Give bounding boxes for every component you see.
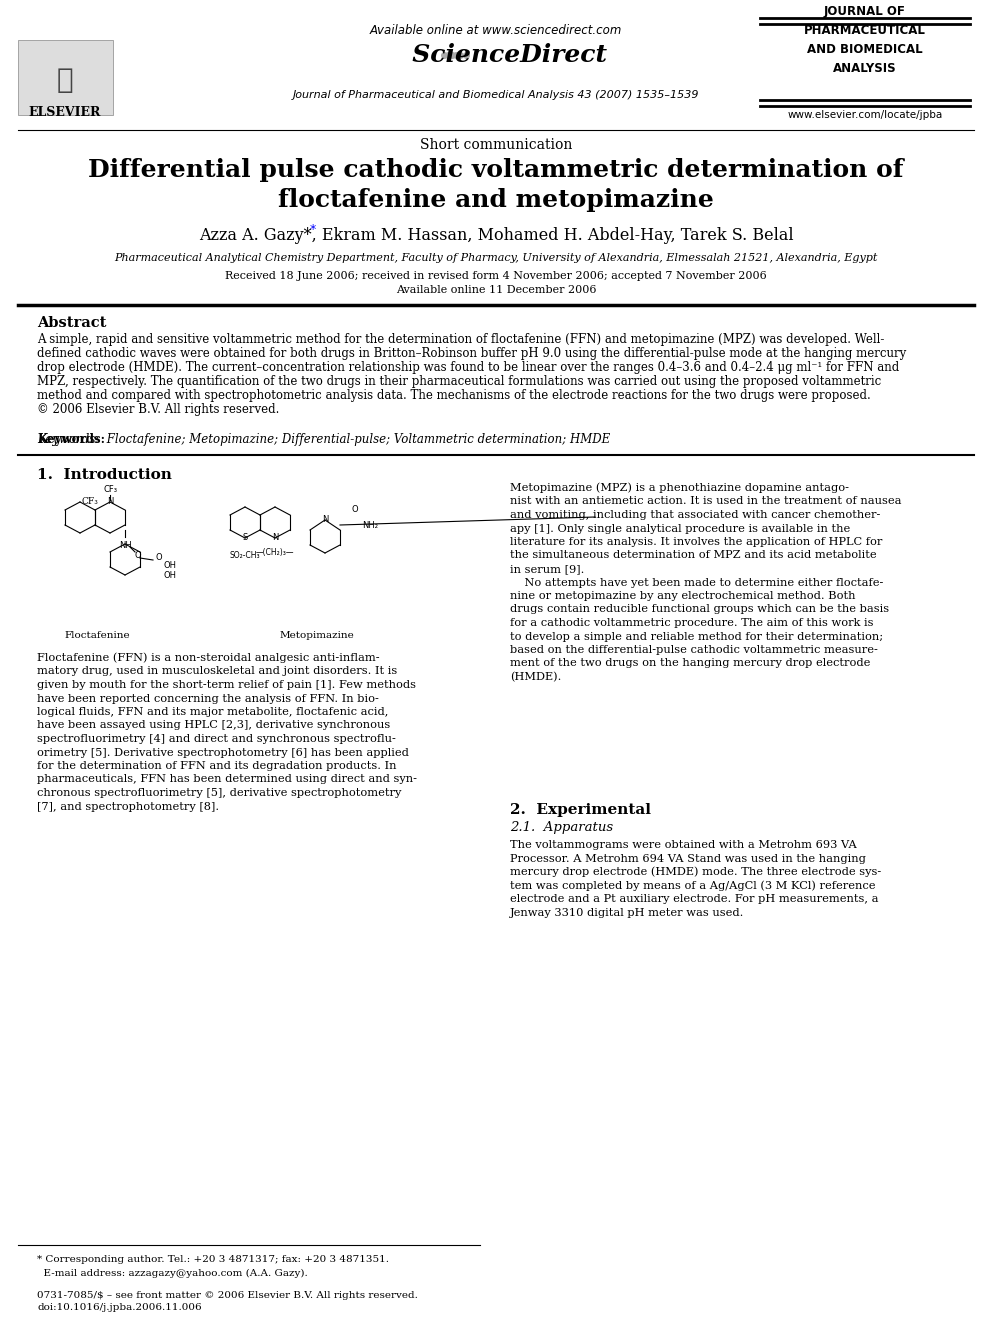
Text: E-mail address: azzagazy@yahoo.com (A.A. Gazy).: E-mail address: azzagazy@yahoo.com (A.A.…: [37, 1269, 308, 1278]
Text: S: S: [242, 533, 248, 542]
Text: apy [1]. Only single analytical procedure is available in the: apy [1]. Only single analytical procedur…: [510, 524, 850, 533]
Text: CF₃: CF₃: [81, 497, 98, 507]
Text: Jenway 3310 digital pH meter was used.: Jenway 3310 digital pH meter was used.: [510, 908, 744, 917]
Text: Azza A. Gazy*, Ekram M. Hassan, Mohamed H. Abdel-Hay, Tarek S. Belal: Azza A. Gazy*, Ekram M. Hassan, Mohamed …: [198, 226, 794, 243]
Text: N: N: [272, 533, 278, 542]
Text: 0731-7085/$ – see front matter © 2006 Elsevier B.V. All rights reserved.: 0731-7085/$ – see front matter © 2006 El…: [37, 1290, 418, 1299]
Text: Pharmaceutical Analytical Chemistry Department, Faculty of Pharmacy, University : Pharmaceutical Analytical Chemistry Depa…: [114, 253, 878, 263]
Text: [7], and spectrophotometry [8].: [7], and spectrophotometry [8].: [37, 802, 219, 811]
Text: O: O: [352, 505, 358, 515]
Text: and vomiting, including that associated with cancer chemother-: and vomiting, including that associated …: [510, 509, 880, 520]
Text: for the determination of FFN and its degradation products. In: for the determination of FFN and its deg…: [37, 761, 397, 771]
Text: to develop a simple and reliable method for their determination;: to develop a simple and reliable method …: [510, 631, 883, 642]
Text: Available online 11 December 2006: Available online 11 December 2006: [396, 284, 596, 295]
Text: ScienceDirect: ScienceDirect: [386, 44, 606, 67]
Text: NH₂: NH₂: [362, 520, 378, 529]
Text: Differential pulse cathodic voltammetric determination of
floctafenine and metop: Differential pulse cathodic voltammetric…: [88, 159, 904, 212]
Text: ment of the two drugs on the hanging mercury drop electrode: ment of the two drugs on the hanging mer…: [510, 659, 870, 668]
Text: have been assayed using HPLC [2,3], derivative synchronous: have been assayed using HPLC [2,3], deri…: [37, 721, 390, 730]
Text: pharmaceuticals, FFN has been determined using direct and syn-: pharmaceuticals, FFN has been determined…: [37, 774, 417, 785]
Text: O: O: [135, 550, 141, 560]
Text: Keywords:  Floctafenine; Metopimazine; Differential-pulse; Voltammetric determin: Keywords: Floctafenine; Metopimazine; Di…: [37, 434, 610, 446]
Text: O: O: [155, 553, 162, 562]
Text: MPZ, respectively. The quantification of the two drugs in their pharmaceutical f: MPZ, respectively. The quantification of…: [37, 376, 881, 389]
Text: Abstract: Abstract: [37, 316, 106, 329]
Text: Metopimazine: Metopimazine: [280, 631, 354, 639]
Text: literature for its analysis. It involves the application of HPLC for: literature for its analysis. It involves…: [510, 537, 882, 546]
Text: 2.1.  Apparatus: 2.1. Apparatus: [510, 822, 613, 835]
Text: —(CH₂)₃—: —(CH₂)₃—: [256, 549, 295, 557]
Text: N: N: [107, 497, 113, 507]
Text: Available online at www.sciencedirect.com: Available online at www.sciencedirect.co…: [370, 24, 622, 37]
Text: Floctafenine: Floctafenine: [64, 631, 130, 639]
Text: No attempts have yet been made to determine either floctafe-: No attempts have yet been made to determ…: [510, 578, 883, 587]
Text: N: N: [321, 516, 328, 524]
Text: matory drug, used in musculoskeletal and joint disorders. It is: matory drug, used in musculoskeletal and…: [37, 667, 397, 676]
FancyBboxPatch shape: [18, 40, 113, 115]
Text: mercury drop electrode (HMDE) mode. The three electrode sys-: mercury drop electrode (HMDE) mode. The …: [510, 867, 881, 877]
Text: 🌲: 🌲: [57, 66, 73, 94]
Text: chronous spectrofluorimetry [5], derivative spectrophotometry: chronous spectrofluorimetry [5], derivat…: [37, 789, 402, 798]
Text: 1.  Introduction: 1. Introduction: [37, 468, 172, 482]
Text: * Corresponding author. Tel.: +20 3 4871317; fax: +20 3 4871351.: * Corresponding author. Tel.: +20 3 4871…: [37, 1256, 389, 1265]
Text: CF₃: CF₃: [103, 486, 117, 495]
Text: given by mouth for the short-term relief of pain [1]. Few methods: given by mouth for the short-term relief…: [37, 680, 416, 691]
Text: Processor. A Metrohm 694 VA Stand was used in the hanging: Processor. A Metrohm 694 VA Stand was us…: [510, 853, 866, 864]
Text: Metopimazine (MPZ) is a phenothiazine dopamine antago-: Metopimazine (MPZ) is a phenothiazine do…: [510, 483, 849, 493]
Text: A simple, rapid and sensitive voltammetric method for the determination of floct: A simple, rapid and sensitive voltammetr…: [37, 333, 885, 347]
Text: based on the differential-pulse cathodic voltammetric measure-: based on the differential-pulse cathodic…: [510, 646, 878, 655]
Text: defined cathodic waves were obtained for both drugs in Britton–Robinson buffer p: defined cathodic waves were obtained for…: [37, 348, 907, 360]
Text: doi:10.1016/j.jpba.2006.11.006: doi:10.1016/j.jpba.2006.11.006: [37, 1303, 201, 1312]
Text: OH: OH: [163, 570, 176, 579]
Text: The voltammograms were obtained with a Metrohm 693 VA: The voltammograms were obtained with a M…: [510, 840, 857, 849]
Text: Keywords:: Keywords:: [37, 434, 105, 446]
Text: SO₂-CH₃: SO₂-CH₃: [230, 550, 260, 560]
Text: JOURNAL OF
PHARMACEUTICAL
AND BIOMEDICAL
ANALYSIS: JOURNAL OF PHARMACEUTICAL AND BIOMEDICAL…: [805, 5, 926, 75]
Text: nist with an antiemetic action. It is used in the treatment of nausea: nist with an antiemetic action. It is us…: [510, 496, 902, 507]
Text: drugs contain reducible functional groups which can be the basis: drugs contain reducible functional group…: [510, 605, 889, 614]
Text: nine or metopimazine by any electrochemical method. Both: nine or metopimazine by any electrochemi…: [510, 591, 855, 601]
Text: 2.  Experimental: 2. Experimental: [510, 803, 651, 818]
Text: OH: OH: [163, 561, 176, 569]
Text: Floctafenine (FFN) is a non-steroidal analgesic anti-inflam-: Floctafenine (FFN) is a non-steroidal an…: [37, 652, 380, 663]
Text: *: *: [310, 224, 316, 237]
Text: Received 18 June 2006; received in revised form 4 November 2006; accepted 7 Nove: Received 18 June 2006; received in revis…: [225, 271, 767, 280]
Text: Journal of Pharmaceutical and Biomedical Analysis 43 (2007) 1535–1539: Journal of Pharmaceutical and Biomedical…: [293, 90, 699, 101]
Text: NH: NH: [119, 541, 131, 549]
Text: (HMDE).: (HMDE).: [510, 672, 561, 683]
Text: tem was completed by means of a Ag/AgCl (3 M KCl) reference: tem was completed by means of a Ag/AgCl …: [510, 880, 876, 890]
Text: orimetry [5]. Derivative spectrophotometry [6] has been applied: orimetry [5]. Derivative spectrophotomet…: [37, 747, 409, 758]
FancyBboxPatch shape: [37, 490, 467, 630]
Text: the simultaneous determination of MPZ and its acid metabolite: the simultaneous determination of MPZ an…: [510, 550, 877, 561]
Text: drop electrode (HMDE). The current–concentration relationship was found to be li: drop electrode (HMDE). The current–conce…: [37, 361, 900, 374]
Text: logical fluids, FFN and its major metabolite, floctafenic acid,: logical fluids, FFN and its major metabo…: [37, 706, 389, 717]
Text: © 2006 Elsevier B.V. All rights reserved.: © 2006 Elsevier B.V. All rights reserved…: [37, 404, 280, 417]
Text: method and compared with spectrophotometric analysis data. The mechanisms of the: method and compared with spectrophotomet…: [37, 389, 871, 402]
Text: spectrofluorimetry [4] and direct and synchronous spectroflu-: spectrofluorimetry [4] and direct and sy…: [37, 734, 396, 744]
Text: in serum [9].: in serum [9].: [510, 564, 584, 574]
Text: for a cathodic voltammetric procedure. The aim of this work is: for a cathodic voltammetric procedure. T…: [510, 618, 874, 628]
Text: ELSEVIER: ELSEVIER: [29, 106, 101, 119]
Text: www.elsevier.com/locate/jpba: www.elsevier.com/locate/jpba: [788, 110, 942, 120]
Text: Short communication: Short communication: [420, 138, 572, 152]
Text: have been reported concerning the analysis of FFN. In bio-: have been reported concerning the analys…: [37, 693, 379, 704]
Text: electrode and a Pt auxiliary electrode. For pH measurements, a: electrode and a Pt auxiliary electrode. …: [510, 894, 879, 904]
